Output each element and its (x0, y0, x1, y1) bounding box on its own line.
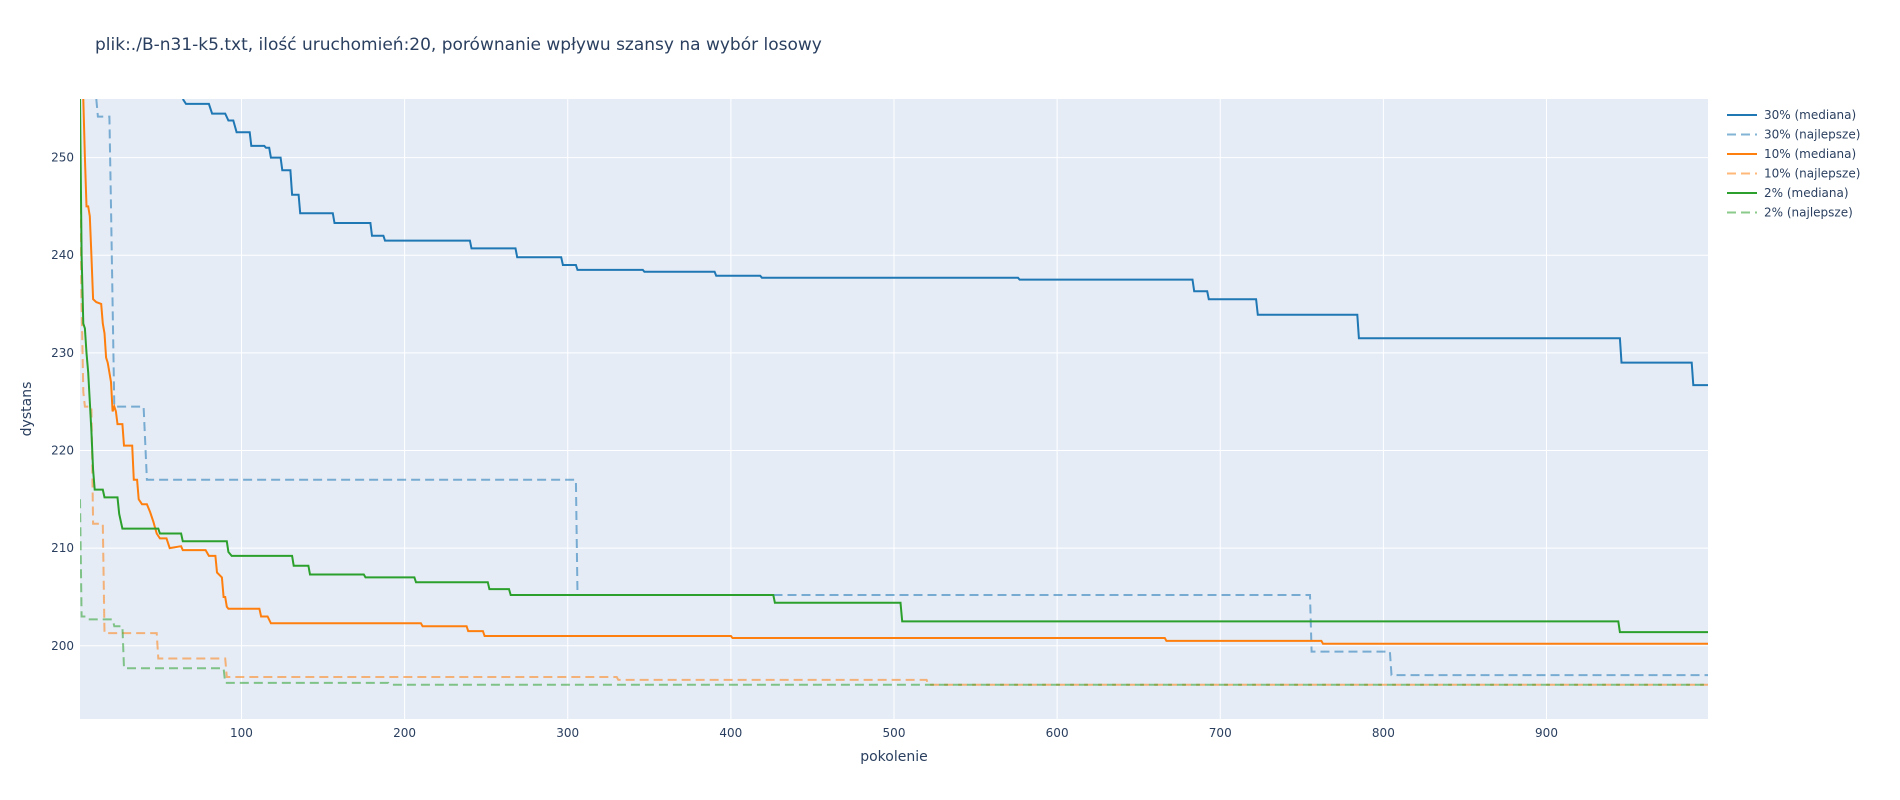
legend[interactable]: 30% (mediana) 30% (najlepsze) 10% (mediana… (1727, 108, 1860, 220)
legend-label: 2% (najlepsze) (1764, 206, 1853, 220)
legend-label: 30% (najlepsze) (1764, 128, 1860, 142)
legend-label: 10% (mediana) (1764, 147, 1856, 161)
x-tick-label: 200 (393, 726, 416, 740)
legend-item[interactable]: 2% (mediana) (1727, 186, 1849, 200)
x-tick-label: 500 (883, 726, 906, 740)
y-tick-label: 220 (51, 443, 74, 457)
y-tick-label: 200 (51, 639, 74, 653)
legend-label: 10% (najlepsze) (1764, 167, 1860, 181)
gridlines (80, 99, 1708, 719)
x-tick-label: 900 (1535, 726, 1558, 740)
y-axis-ticks: 200 210 220 230 240 250 (51, 151, 74, 653)
series-line-4 (80, 99, 1708, 634)
y-axis-title: dystans (19, 382, 35, 437)
series-line-2 (82, 99, 1708, 645)
legend-item[interactable]: 2% (najlepsze) (1727, 206, 1853, 220)
legend-label: 30% (mediana) (1764, 108, 1856, 122)
series-lines (80, 99, 1708, 686)
x-tick-label: 700 (1209, 726, 1232, 740)
series-line-0 (181, 99, 1708, 387)
chart-title: plik:./B-n31-k5.txt, ilość uruchomień:20… (95, 35, 822, 55)
x-tick-label: 600 (1046, 726, 1069, 740)
x-tick-label: 400 (719, 726, 742, 740)
y-tick-label: 240 (51, 248, 74, 262)
y-tick-label: 230 (51, 346, 74, 360)
x-tick-label: 300 (556, 726, 579, 740)
legend-label: 2% (mediana) (1764, 186, 1849, 200)
x-axis-title: pokolenie (860, 749, 928, 765)
legend-item[interactable]: 10% (najlepsze) (1727, 167, 1860, 181)
legend-item[interactable]: 30% (mediana) (1727, 108, 1856, 122)
y-tick-label: 250 (51, 151, 74, 165)
x-tick-label: 100 (230, 726, 253, 740)
x-axis-ticks: 100 200 300 400 500 600 700 800 900 (230, 726, 1558, 740)
series-line-5 (80, 499, 1708, 686)
series-line-1 (95, 99, 1708, 677)
x-tick-label: 800 (1372, 726, 1395, 740)
legend-item[interactable]: 10% (mediana) (1727, 147, 1856, 161)
legend-item[interactable]: 30% (najlepsze) (1727, 128, 1860, 142)
y-tick-label: 210 (51, 541, 74, 555)
series-line-3 (80, 177, 1708, 686)
